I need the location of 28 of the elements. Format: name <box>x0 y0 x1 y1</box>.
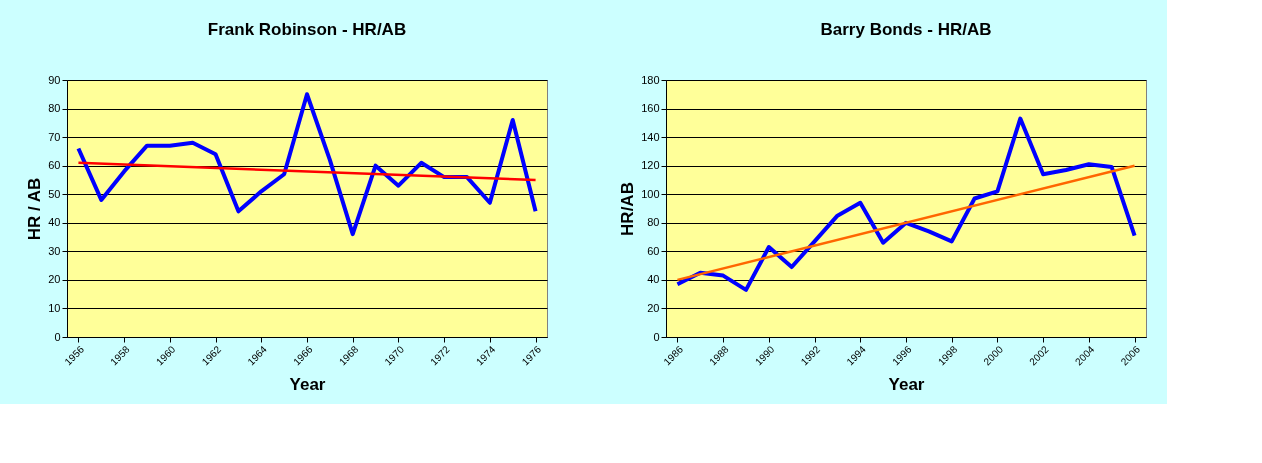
y-tick-label: 40 <box>647 273 660 286</box>
y-tick-label: 10 <box>48 301 61 314</box>
y-tick-label: 120 <box>641 159 660 172</box>
y-tick-label: 80 <box>647 216 660 229</box>
y-tick-label: 100 <box>641 187 660 200</box>
y-tick-label: 80 <box>48 102 61 115</box>
y-tick-label: 50 <box>48 187 61 200</box>
x-axis-title: Year <box>888 375 925 395</box>
y-tick-label: 20 <box>647 301 660 314</box>
x-axis-title: Year <box>289 375 326 395</box>
y-tick-label: 70 <box>48 130 61 143</box>
y-tick-label: 160 <box>641 102 660 115</box>
line-series <box>675 116 1137 292</box>
chart-title: Frank Robinson - HR/AB <box>207 20 407 39</box>
y-tick-label: 0 <box>653 330 660 343</box>
y-tick-label: 60 <box>48 159 61 172</box>
y-axis-title: HR/AB <box>618 182 638 236</box>
y-tick-label: 0 <box>54 330 61 343</box>
y-axis-title: HR / AB <box>25 177 45 241</box>
y-tick-label: 180 <box>641 73 660 86</box>
y-tick-label: 60 <box>647 244 660 257</box>
y-tick-label: 20 <box>48 273 61 286</box>
line-series <box>76 92 538 237</box>
y-tick-label: 140 <box>641 130 660 143</box>
y-tick-label: 30 <box>48 244 61 257</box>
y-tick-label: 40 <box>48 216 61 229</box>
y-tick-label: 90 <box>48 73 61 86</box>
chart-title: Barry Bonds - HR/AB <box>820 20 992 39</box>
